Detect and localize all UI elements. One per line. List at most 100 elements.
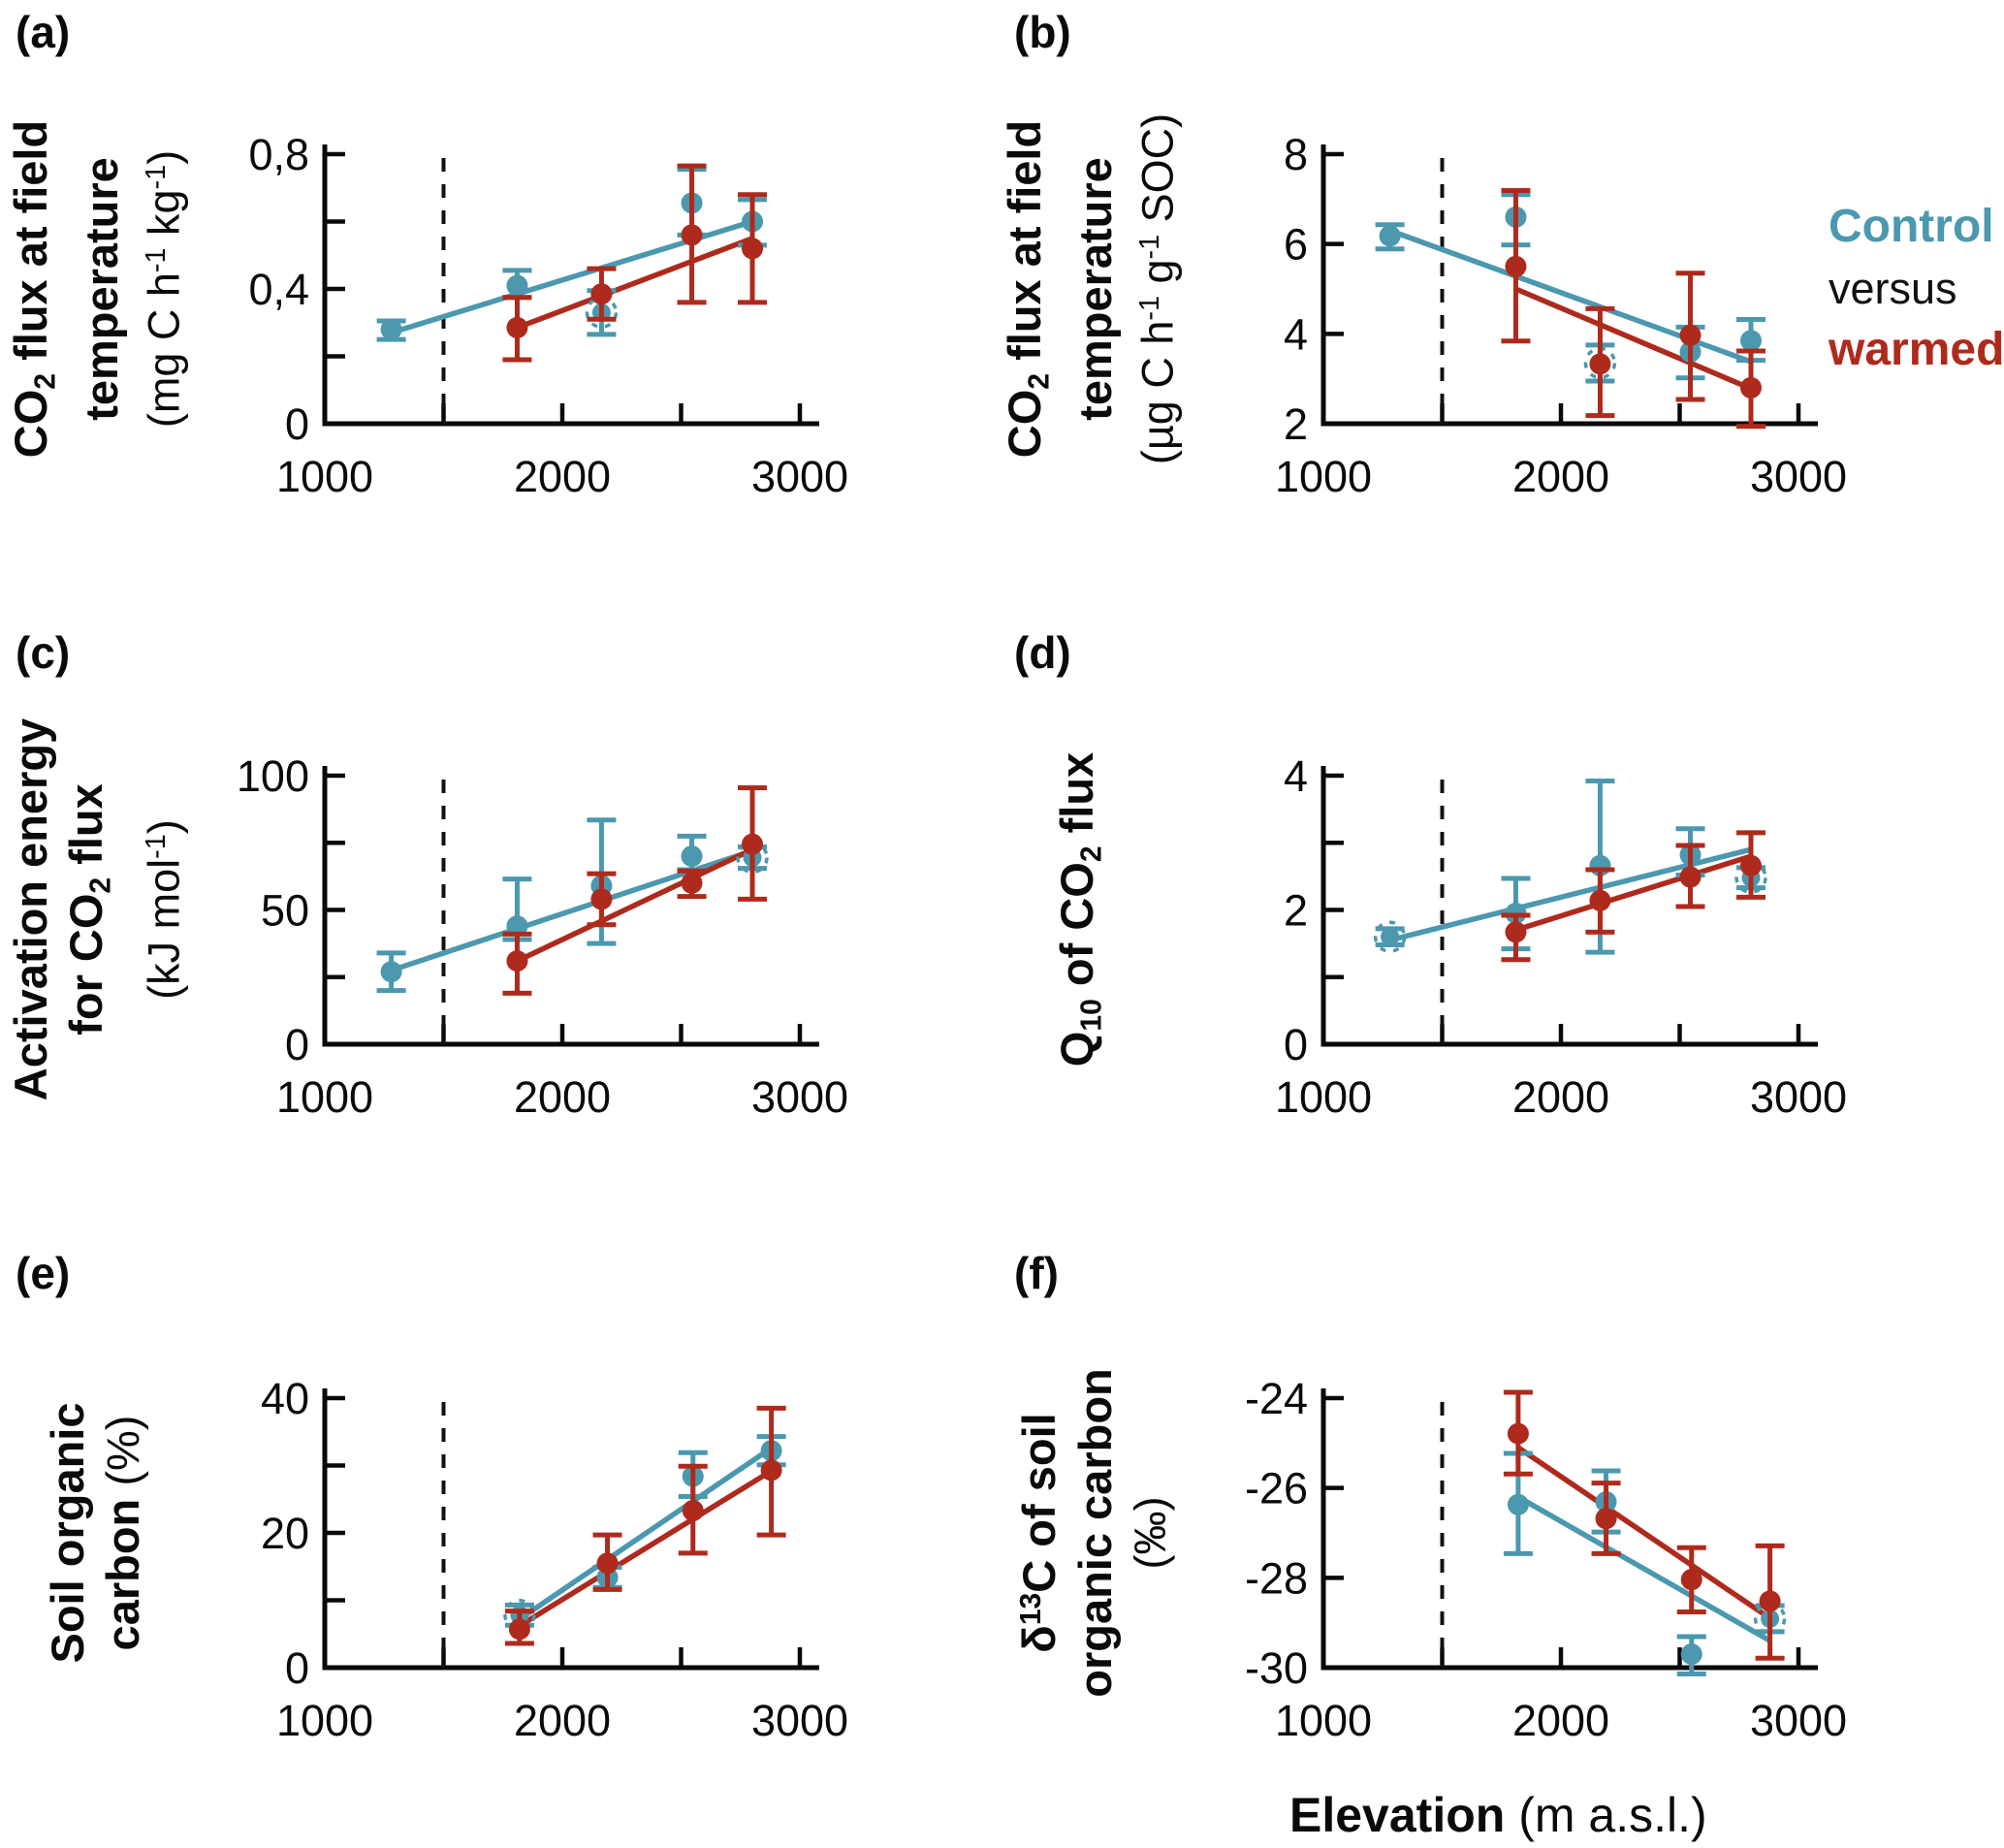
y-tick-label: 0 <box>285 399 309 449</box>
warmed-data-point <box>1505 255 1527 277</box>
x-tick-label: 2000 <box>1512 1696 1609 1745</box>
x-axis-title-bold: Elevation <box>1289 1788 1506 1842</box>
x-tick-label: 2000 <box>514 1696 611 1745</box>
panel-d-plot: 0 2 4 1000 2000 3000 <box>1275 751 1847 1122</box>
axis-title-line: temperature <box>1068 157 1121 421</box>
warmed-data-point <box>1740 376 1762 398</box>
y-tick-label: 8 <box>1284 130 1308 179</box>
x-tick-label: 3000 <box>1750 1072 1847 1122</box>
panel-e-y-axis-title: Soil organic carbon (%) <box>0 1223 221 1843</box>
y-tick-label: 0 <box>285 1020 309 1069</box>
panel-d-y-axis-title: Q10 of CO2 flux <box>958 599 1210 1220</box>
y-tick-label: 0,8 <box>248 130 309 179</box>
axis-title-line: (µg C h-1 g-1 SOC) <box>1131 112 1182 465</box>
x-axis-title: Elevation (m a.s.l.) <box>1289 1787 1832 1843</box>
panel-c-axes <box>322 766 819 1047</box>
warmed-data-point <box>590 283 613 305</box>
panel-a-warmed-series <box>502 163 767 363</box>
y-tick-label: -26 <box>1245 1464 1308 1513</box>
panel-f-plot: -30 -28 -26 -24 1000 2000 3000 <box>1245 1374 1847 1745</box>
x-tick-label: 2000 <box>1512 1072 1609 1122</box>
control-trend-line <box>1516 1494 1771 1643</box>
legend-item-control: Control <box>1829 201 1994 252</box>
control-data-point <box>1680 1643 1702 1666</box>
control-data-point <box>1381 927 1400 946</box>
panel-d-axes <box>1320 766 1818 1047</box>
panel-a-plot: 0 0,4 0,8 1000 2000 3000 <box>248 130 848 501</box>
legend-item-warmed: warmed <box>1829 324 2004 375</box>
panel-label-d: (d) <box>1014 627 1071 678</box>
warmed-data-point <box>1595 1508 1617 1530</box>
warmed-data-point <box>590 888 613 910</box>
x-tick-label: 3000 <box>1750 1696 1847 1745</box>
warmed-data-point <box>681 224 703 246</box>
x-axis-title-unit: (m a.s.l.) <box>1505 1788 1707 1842</box>
panel-e-plot: 0 20 40 1000 2000 3000 <box>261 1374 848 1745</box>
control-data-point <box>681 845 703 868</box>
x-tick-label: 2000 <box>514 452 611 501</box>
panel-label-f: (f) <box>1014 1248 1059 1298</box>
y-tick-label: 4 <box>1284 309 1308 359</box>
warmed-data-point <box>1589 353 1611 375</box>
control-data-point <box>1507 1493 1529 1515</box>
y-tick-label: -24 <box>1245 1374 1308 1423</box>
axis-title-line: CO2 flux at field <box>999 119 1056 459</box>
axis-title-line: Activation energy <box>5 717 57 1101</box>
warmed-data-point <box>1740 854 1762 876</box>
control-data-point <box>380 961 402 983</box>
panel-label-e: (e) <box>16 1248 71 1298</box>
panel-label-b: (b) <box>1014 7 1071 57</box>
x-tick-label: 2000 <box>514 1072 611 1122</box>
x-tick-label: 3000 <box>751 1072 848 1122</box>
panel-c-plot: 0 50 100 1000 2000 3000 <box>237 751 848 1122</box>
axis-title-line: Soil organic <box>42 1402 93 1664</box>
warmed-data-point <box>1505 921 1527 943</box>
control-data-point <box>380 318 402 340</box>
y-tick-label: 2 <box>1284 399 1308 449</box>
warmed-data-point <box>742 238 763 260</box>
warmed-data-point <box>508 1618 530 1641</box>
control-data-point <box>1740 330 1762 352</box>
warmed-trend-line <box>1516 1445 1772 1621</box>
x-tick-label: 3000 <box>1750 452 1847 501</box>
warmed-data-point <box>682 1500 704 1522</box>
warmed-trend-line <box>518 1468 774 1629</box>
panel-f-control-series <box>1503 1450 1787 1676</box>
panel-b-axes <box>1320 144 1818 427</box>
x-tick-label: 1000 <box>1275 1072 1372 1122</box>
panel-b-y-axis-title: CO2 flux at field temperature (µg C h-1 g-… <box>965 0 1217 599</box>
x-tick-label: 3000 <box>751 452 848 501</box>
axis-title-line: (mg C h-1 kg-1) <box>138 149 188 429</box>
y-tick-label: 100 <box>237 751 309 801</box>
panel-e-axes <box>322 1388 819 1671</box>
panel-f-axes <box>1320 1388 1818 1671</box>
axis-title-line: temperature <box>75 157 127 421</box>
control-data-point-hidden-ring <box>503 1599 536 1632</box>
y-tick-label: 40 <box>261 1374 309 1423</box>
panel-e-warmed-series <box>504 1405 786 1646</box>
warmed-data-point <box>681 872 703 894</box>
warmed-data-point <box>1589 889 1611 911</box>
axis-title-line: (‰) <box>1125 1496 1175 1570</box>
panel-b-warmed-series <box>1501 188 1765 430</box>
x-tick-label: 1000 <box>276 1696 373 1745</box>
x-tick-label: 2000 <box>1512 452 1609 501</box>
panel-label-c: (c) <box>16 627 71 678</box>
x-tick-label: 1000 <box>276 452 373 501</box>
legend: Control versus warmed <box>1829 204 2004 390</box>
axis-title-line: for CO2 flux <box>60 783 117 1036</box>
y-tick-label: 2 <box>1284 886 1308 936</box>
control-data-point <box>1379 225 1401 247</box>
control-data-point-hidden-ring <box>1373 920 1407 953</box>
y-tick-label: 0 <box>285 1643 309 1693</box>
warmed-trend-line <box>516 236 753 331</box>
panel-c-warmed-series <box>502 784 767 996</box>
warmed-data-point <box>596 1552 619 1575</box>
warmed-data-point <box>742 833 763 855</box>
panel-a-axes <box>322 144 819 427</box>
panel-c-y-axis-title: Activation energy for CO2 flux (kJ mol-1) <box>0 599 223 1220</box>
y-tick-label: 4 <box>1284 751 1308 801</box>
warmed-data-point <box>506 316 528 338</box>
